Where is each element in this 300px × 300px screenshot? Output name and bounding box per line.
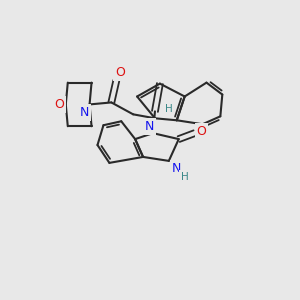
Text: O: O [54,98,64,111]
Text: N: N [80,106,89,119]
Text: H: H [165,104,173,114]
Text: N: N [144,120,154,133]
Text: O: O [196,125,206,138]
Text: N: N [172,162,182,175]
Text: O: O [115,66,125,79]
Text: H: H [181,172,189,182]
